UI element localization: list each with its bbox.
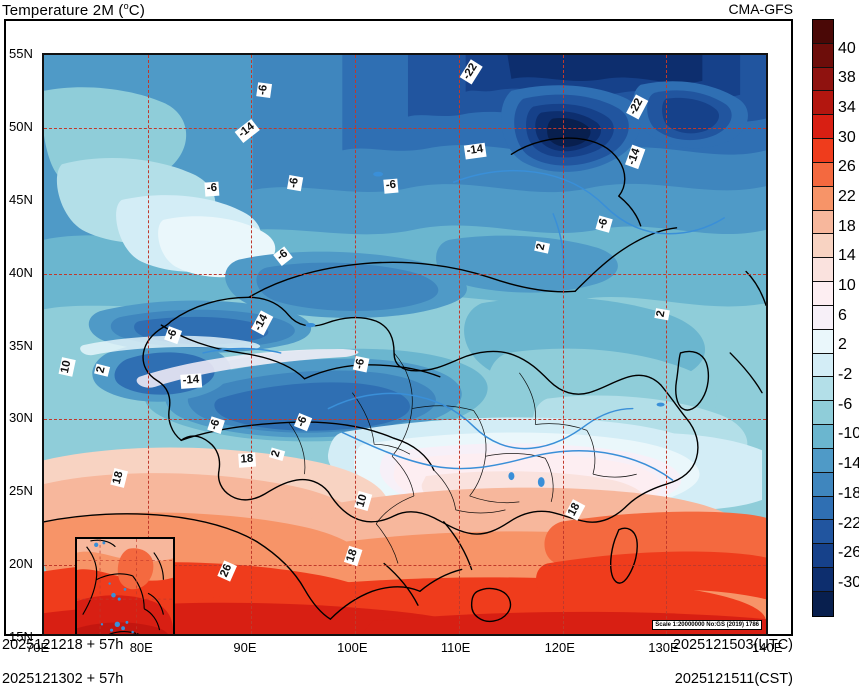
colorbar-band: [813, 496, 833, 521]
colorbar-tick-2: 2: [838, 336, 847, 354]
colorbar-tick-34: 34: [838, 99, 856, 117]
latitude-tick-30N: 30N: [9, 410, 33, 426]
colorbar-band: [813, 282, 833, 306]
contour-label: -6: [383, 178, 400, 194]
longitude-tick-90E: 90E: [233, 640, 257, 655]
latitude-tick-45N: 45N: [9, 191, 33, 207]
contour-label: -6: [256, 81, 272, 98]
latitude-tick-20N: 20N: [9, 556, 33, 572]
colorbar-band: [813, 520, 833, 545]
colorbar-band: [813, 377, 833, 402]
colorbar-tick-10: 10: [838, 277, 856, 295]
contour-label: 18: [238, 452, 257, 468]
longitude-tick-110E: 110E: [440, 640, 471, 655]
colorbar-band: [813, 139, 833, 163]
latitude-tick-50N: 50N: [9, 118, 33, 134]
colorbar-tick-22: 22: [838, 188, 856, 206]
contour-label: -14: [180, 373, 203, 390]
colorbar-band: [813, 448, 833, 473]
degree-symbol: o: [123, 1, 129, 11]
colorbar-tick-38: 38: [838, 69, 856, 87]
footer-right: 2025121503(UTC) 2025121511(CST): [673, 637, 793, 688]
colorbar-band: [813, 568, 833, 592]
colorbar-band: [813, 544, 833, 569]
colorbar-band: [813, 43, 833, 68]
colorbar-tick--18: -18: [838, 484, 859, 502]
colorbar-tick--10: -10: [838, 425, 859, 443]
temperature-field: [44, 55, 766, 634]
map-plot-area[interactable]: -6 -14 -22 -22 -14 -14 -6 -6 -6 -6 2 -6 2 -6 -14 -6 10 2-…: [42, 53, 768, 636]
page-title: Temperature 2M (oC): [2, 1, 145, 19]
longitude-tick-100E: 100E: [337, 640, 368, 655]
longitude-tick-130E: 130E: [648, 640, 679, 655]
latitude-tick-25N: 25N: [9, 483, 33, 499]
colorbar[interactable]: [812, 19, 834, 617]
footer-right-line2: 2025121511(CST): [674, 671, 793, 688]
footer-right-line1: 2025121503(UTC): [672, 637, 793, 653]
colorbar-tick-18: 18: [838, 217, 856, 235]
colorbar-band: [813, 305, 833, 330]
colorbar-band: [813, 186, 833, 211]
colorbar-tick--22: -22: [838, 514, 859, 532]
colorbar-band: [813, 162, 833, 187]
colorbar-tick-26: 26: [838, 158, 856, 176]
contour-label: -6: [286, 175, 303, 192]
colorbar-band: [813, 591, 833, 616]
colorbar-band: [813, 91, 833, 116]
colorbar-tick-30: 30: [838, 128, 856, 146]
model-label: CMA-GFS: [728, 1, 793, 17]
colorbar-band: [813, 401, 833, 426]
colorbar-tick--30: -30: [838, 573, 859, 591]
latitude-tick-40N: 40N: [9, 264, 33, 280]
colorbar-tick-14: 14: [838, 247, 856, 265]
colorbar-band: [813, 210, 833, 235]
colorbar-tick--6: -6: [838, 395, 853, 413]
latitude-tick-35N: 35N: [9, 337, 33, 353]
latitude-tick-15N: 15N: [9, 629, 33, 644]
page-title-text: Temperature 2M (: [2, 2, 124, 19]
map-panel: 55N 50N 45N 40N 35N 30N 25N 20N 15N 70E 80E 90E 100…: [4, 19, 793, 654]
longitude-tick-120E: 120E: [544, 640, 575, 655]
latitude-tick-55N: 55N: [9, 46, 33, 61]
page-title-suffix: C): [128, 2, 146, 19]
colorbar-tick--14: -14: [838, 455, 859, 473]
colorbar-tick-40: 40: [838, 39, 856, 57]
colorbar-band: [813, 20, 833, 44]
map-scale-label: Scale 1:20000000 No:GS (2019) 1786: [652, 619, 762, 630]
footer-left-line2: 2025121302 + 57h: [2, 671, 124, 688]
inset-map-south-china-sea[interactable]: Scale 1:40000000: [75, 537, 175, 634]
longitude-tick-140E: 140E: [752, 640, 783, 655]
colorbar-band: [813, 353, 833, 378]
colorbar-tick--2: -2: [838, 366, 853, 384]
colorbar-band: [813, 234, 833, 259]
longitude-tick-80E: 80E: [129, 640, 153, 655]
colorbar-tick--26: -26: [838, 544, 859, 562]
footer-left-line1: 2025121218 + 57h: [2, 637, 124, 653]
footer-left: 2025121218 + 57h 2025121302 + 57h: [2, 637, 123, 688]
colorbar-band: [813, 329, 833, 354]
colorbar-band: [813, 472, 833, 497]
colorbar-band: [813, 67, 833, 92]
contour-label: -6: [204, 181, 220, 197]
colorbar-tick-6: 6: [838, 306, 847, 324]
colorbar-band: [813, 115, 833, 140]
longitude-tick-70E: 70E: [26, 640, 50, 655]
colorbar-band: [813, 258, 833, 283]
colorbar-band: [813, 425, 833, 449]
